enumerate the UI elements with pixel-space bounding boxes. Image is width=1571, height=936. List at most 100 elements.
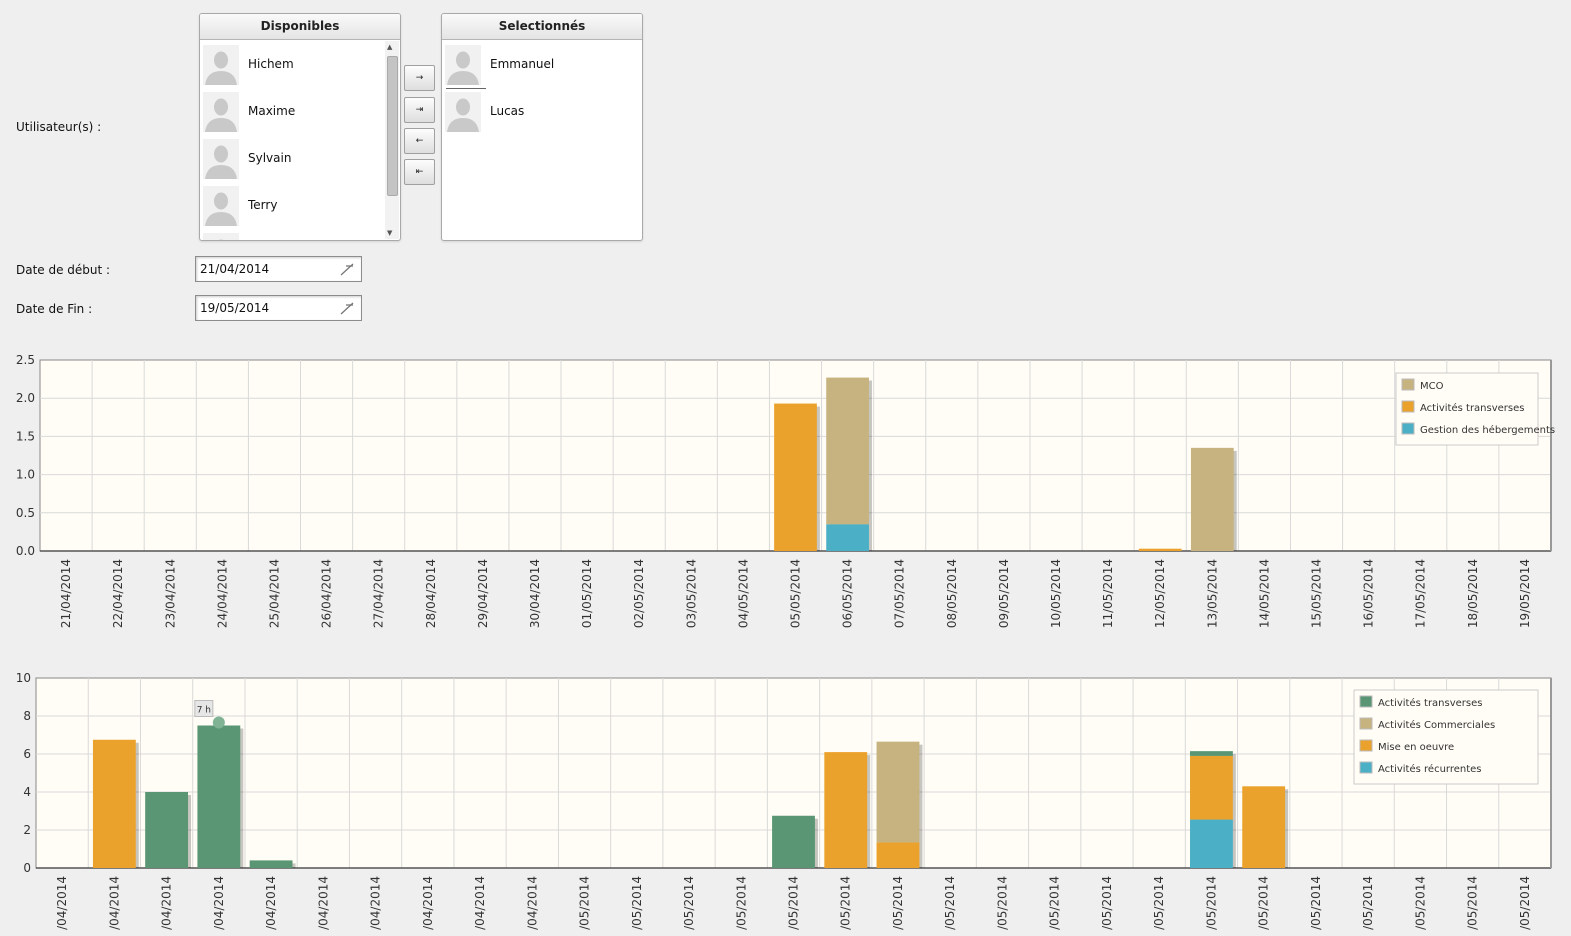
end-date-input[interactable]	[200, 300, 330, 316]
x-tick-label: /04/2014	[525, 876, 539, 930]
user-silhouette-icon	[203, 92, 239, 132]
x-tick-label: /05/2014	[839, 876, 853, 930]
selected-list-header: Selectionnés	[442, 14, 642, 40]
list-item-partial[interactable]	[200, 230, 385, 240]
y-tick-label: 0.0	[16, 544, 35, 558]
start-date-field[interactable]	[195, 256, 362, 282]
scroll-down-icon[interactable]: ▼	[387, 229, 393, 237]
list-item[interactable]: Terry	[200, 183, 385, 229]
x-tick-label: 24/04/2014	[215, 559, 229, 628]
x-tick-label: /05/2014	[630, 876, 644, 930]
available-list-scrollbar[interactable]: ▲ ▼	[385, 41, 399, 239]
x-tick-label: 04/05/2014	[736, 559, 750, 628]
start-date-label: Date de début :	[16, 263, 111, 277]
calendar-icon[interactable]	[339, 262, 355, 276]
list-item[interactable]: Sylvain	[200, 136, 385, 182]
bar-segment	[1190, 819, 1233, 868]
x-tick-label: 14/05/2014	[1257, 559, 1271, 628]
bar-segment	[92, 739, 136, 868]
x-tick-label: /05/2014	[1361, 876, 1375, 930]
y-tick-label: 2	[23, 823, 31, 837]
user-silhouette-icon	[203, 139, 239, 179]
y-tick-label: 1.5	[16, 429, 35, 443]
x-tick-label: 05/05/2014	[789, 559, 803, 628]
x-tick-label: 02/05/2014	[632, 559, 646, 628]
end-date-label: Date de Fin :	[16, 302, 93, 316]
bar-segment	[774, 403, 817, 551]
available-users-list[interactable]: Disponibles Hichem Maxime Sylvain Terry …	[199, 13, 401, 241]
x-tick-label: /04/2014	[55, 876, 69, 930]
legend-swatch	[1401, 400, 1415, 413]
bar-segment	[772, 815, 815, 868]
selected-users-list[interactable]: Selectionnés Emmanuel Lucas	[441, 13, 643, 241]
list-item[interactable]: Emmanuel	[442, 42, 627, 88]
x-tick-label: 03/05/2014	[684, 559, 698, 628]
calendar-icon[interactable]	[339, 301, 355, 315]
legend-label: MCO	[1420, 381, 1444, 392]
bar-segment	[876, 741, 920, 843]
bar-segment	[826, 377, 869, 525]
legend-label: Mise en oeuvre	[1378, 742, 1454, 753]
legend-label: Gestion des hébergements	[1420, 424, 1555, 436]
x-tick-label: 06/05/2014	[841, 559, 855, 628]
x-tick-label: /04/2014	[421, 876, 435, 930]
x-tick-label: /05/2014	[1413, 876, 1427, 930]
bar-segment	[824, 752, 868, 868]
start-date-input[interactable]	[200, 261, 330, 277]
x-tick-label: /05/2014	[1518, 876, 1532, 930]
avatar	[203, 233, 239, 240]
move-all-right-button[interactable]: ⇥	[404, 97, 435, 123]
user-silhouette-icon	[445, 45, 481, 85]
legend-swatch	[1359, 761, 1373, 774]
x-tick-label: /05/2014	[578, 876, 592, 930]
y-tick-label: 1.0	[16, 468, 35, 482]
x-tick-label: 19/05/2014	[1518, 559, 1532, 628]
chart-bottom: 0 2 4 6 8 10/04/2014/04/2014/04/2014/04/2014 /…	[16, 671, 1552, 930]
x-tick-label: 01/05/2014	[580, 559, 594, 628]
list-item[interactable]: Hichem	[200, 42, 385, 88]
avatar	[203, 92, 239, 132]
x-tick-label: /04/2014	[212, 876, 226, 930]
x-tick-label: /05/2014	[1204, 876, 1218, 930]
legend-label: Activités récurrentes	[1378, 763, 1482, 775]
y-tick-label: 0	[23, 861, 31, 875]
avatar	[445, 92, 481, 132]
move-left-button[interactable]: ←	[404, 128, 435, 154]
x-tick-label: 25/04/2014	[267, 559, 281, 628]
legend-box	[1395, 372, 1539, 446]
bar-segment	[249, 860, 293, 868]
list-item-label: Lucas	[490, 104, 525, 118]
x-tick-label: 09/05/2014	[997, 559, 1011, 628]
x-tick-label: 30/04/2014	[528, 559, 542, 628]
x-tick-label: 15/05/2014	[1310, 559, 1324, 628]
move-right-button[interactable]: →	[404, 65, 435, 91]
scroll-up-icon[interactable]: ▲	[387, 43, 393, 51]
x-tick-label: /04/2014	[369, 876, 383, 930]
end-date-field[interactable]	[195, 295, 362, 321]
x-tick-label: /05/2014	[1309, 876, 1323, 930]
x-tick-label: /05/2014	[1257, 876, 1271, 930]
bar-segment	[197, 725, 241, 868]
divider	[446, 88, 486, 89]
list-item[interactable]: Lucas	[442, 89, 627, 135]
legend-swatch	[1359, 695, 1373, 708]
list-item-label: Sylvain	[248, 151, 292, 165]
legend-label: Activités transverses	[1378, 697, 1482, 709]
x-tick-label: 10/05/2014	[1049, 559, 1063, 628]
avatar	[203, 186, 239, 226]
x-tick-label: /04/2014	[264, 876, 278, 930]
move-all-left-button[interactable]: ⇤	[404, 159, 435, 185]
user-silhouette-icon	[203, 45, 239, 85]
list-item-label: Hichem	[248, 57, 294, 71]
tooltip-box	[194, 700, 214, 717]
bar-segment	[1190, 447, 1234, 551]
bar-segment	[1190, 755, 1233, 820]
scrollbar-thumb[interactable]	[387, 56, 398, 196]
x-tick-label: /04/2014	[107, 876, 121, 930]
list-item[interactable]: Maxime	[200, 89, 385, 135]
x-tick-label: 26/04/2014	[320, 559, 334, 628]
bar-segment	[145, 792, 189, 868]
y-tick-label: 4	[23, 785, 31, 799]
bar-segment	[1242, 786, 1286, 868]
x-tick-label: /05/2014	[1048, 876, 1062, 930]
